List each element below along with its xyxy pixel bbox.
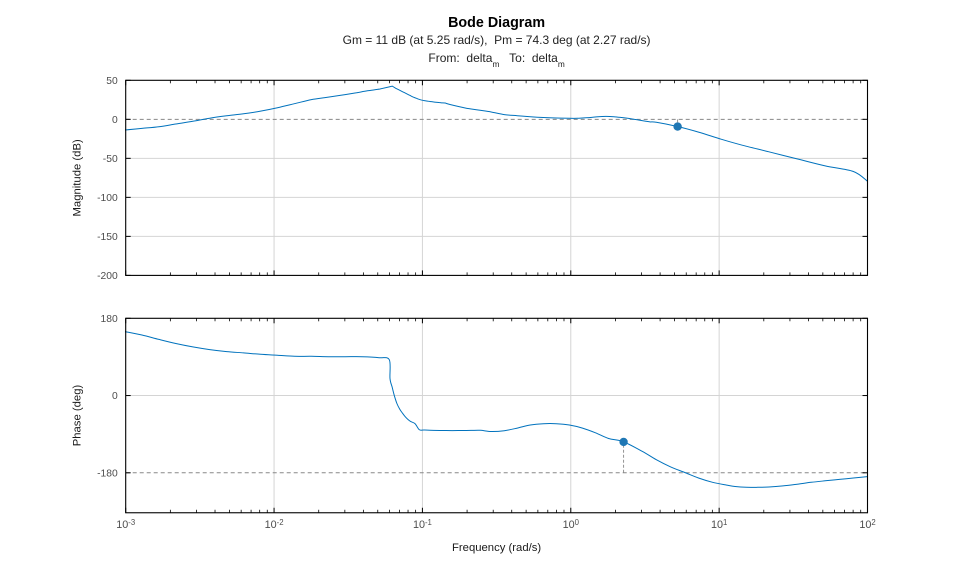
- svg-text:0: 0: [112, 115, 118, 126]
- svg-text:101: 101: [711, 518, 727, 531]
- svg-text:-100: -100: [97, 193, 118, 204]
- svg-text:-50: -50: [103, 154, 118, 165]
- svg-text:0: 0: [112, 391, 118, 402]
- svg-text:Phase (deg): Phase (deg): [72, 385, 84, 447]
- svg-text:10-2: 10-2: [265, 518, 284, 531]
- svg-text:100: 100: [563, 518, 580, 531]
- svg-text:Frequency (rad/s): Frequency (rad/s): [452, 542, 541, 554]
- svg-text:180: 180: [101, 314, 118, 325]
- svg-text:Magnitude (dB): Magnitude (dB): [72, 139, 84, 216]
- svg-text:-200: -200: [97, 271, 118, 282]
- svg-text:10-1: 10-1: [413, 518, 432, 531]
- svg-text:50: 50: [106, 76, 118, 87]
- svg-text:-180: -180: [97, 468, 118, 479]
- svg-text:10-3: 10-3: [116, 518, 135, 531]
- svg-text:102: 102: [859, 518, 875, 531]
- svg-text:-150: -150: [97, 232, 118, 243]
